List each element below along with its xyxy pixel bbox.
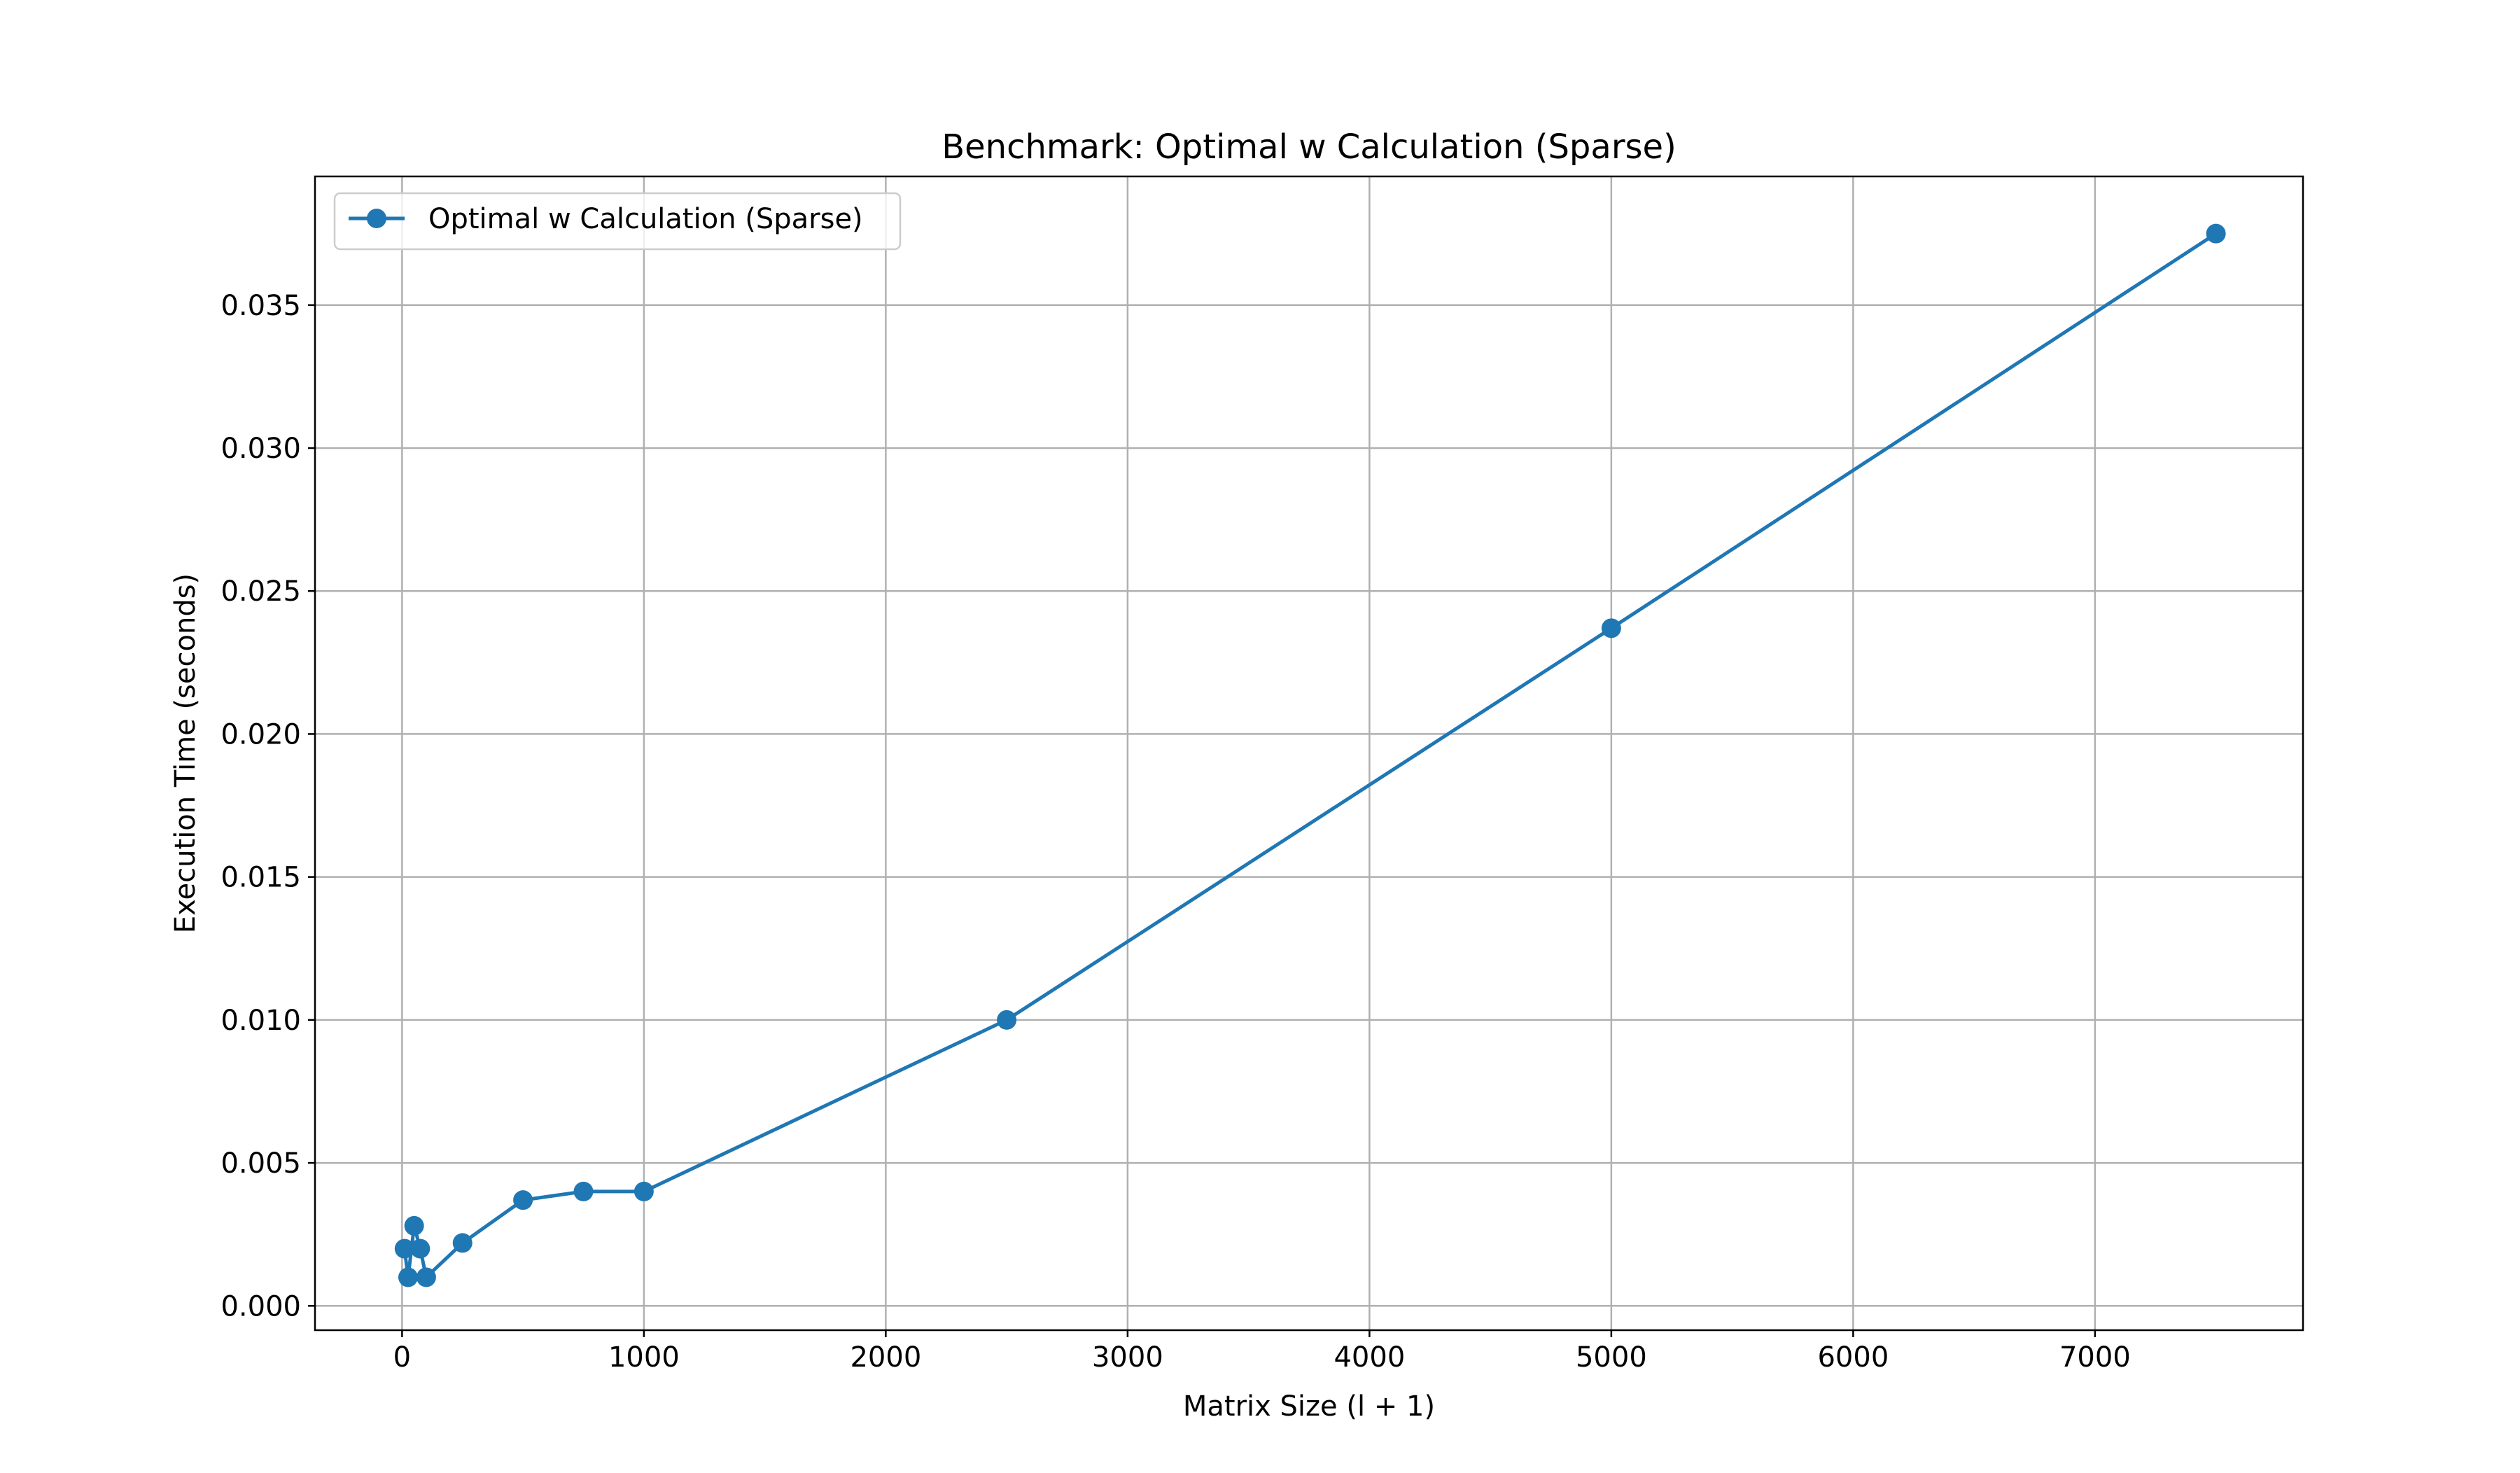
grid-lines	[315, 176, 2303, 1330]
axis-ticks: 0 1000 2000 3000 4000 5000 6000 7000 0.000 0.005 0…	[220, 290, 2130, 1374]
data-point	[1601, 618, 1621, 638]
y-tick-label: 0.025	[220, 575, 301, 608]
legend-series-label: Optimal w Calculation (Sparse)	[428, 203, 863, 235]
x-tick-label: 7000	[2059, 1341, 2131, 1374]
data-point	[634, 1181, 654, 1201]
x-tick-label: 6000	[1817, 1341, 1889, 1374]
data-point	[404, 1215, 424, 1236]
legend-series-marker	[367, 209, 386, 228]
data-point	[416, 1267, 436, 1287]
chart-title: Benchmark: Optimal w Calculation (Sparse…	[941, 127, 1676, 167]
y-tick-label: 0.035	[220, 290, 301, 322]
x-tick-label: 1000	[608, 1341, 680, 1374]
x-axis-label: Matrix Size (l + 1)	[1183, 1390, 1435, 1423]
data-point	[452, 1233, 472, 1253]
data-point	[410, 1238, 430, 1259]
y-tick-label: 0.020	[220, 718, 301, 751]
y-tick-label: 0.030	[220, 433, 301, 465]
data-point	[997, 1010, 1017, 1030]
x-tick-label: 3000	[1092, 1341, 1163, 1374]
y-tick-label: 0.005	[220, 1147, 301, 1180]
y-axis-label: Execution Time (seconds)	[169, 573, 202, 933]
data-point	[573, 1181, 594, 1201]
data-point	[394, 1238, 414, 1259]
data-point	[398, 1267, 419, 1287]
legend-box	[333, 192, 902, 251]
axes-frame	[314, 175, 2304, 1332]
x-tick-label: 2000	[850, 1341, 921, 1374]
y-tick-label: 0.000	[220, 1290, 301, 1322]
x-tick-label: 0	[393, 1341, 411, 1374]
x-tick-label: 4000	[1334, 1341, 1405, 1374]
series-layer	[394, 223, 2226, 1287]
y-tick-label: 0.015	[220, 862, 301, 894]
data-point	[513, 1190, 533, 1210]
y-tick-label: 0.010	[220, 1005, 301, 1037]
data-point	[2206, 223, 2226, 244]
legend: Optimal w Calculation (Sparse)	[333, 192, 902, 251]
x-tick-label: 5000	[1576, 1341, 1647, 1374]
